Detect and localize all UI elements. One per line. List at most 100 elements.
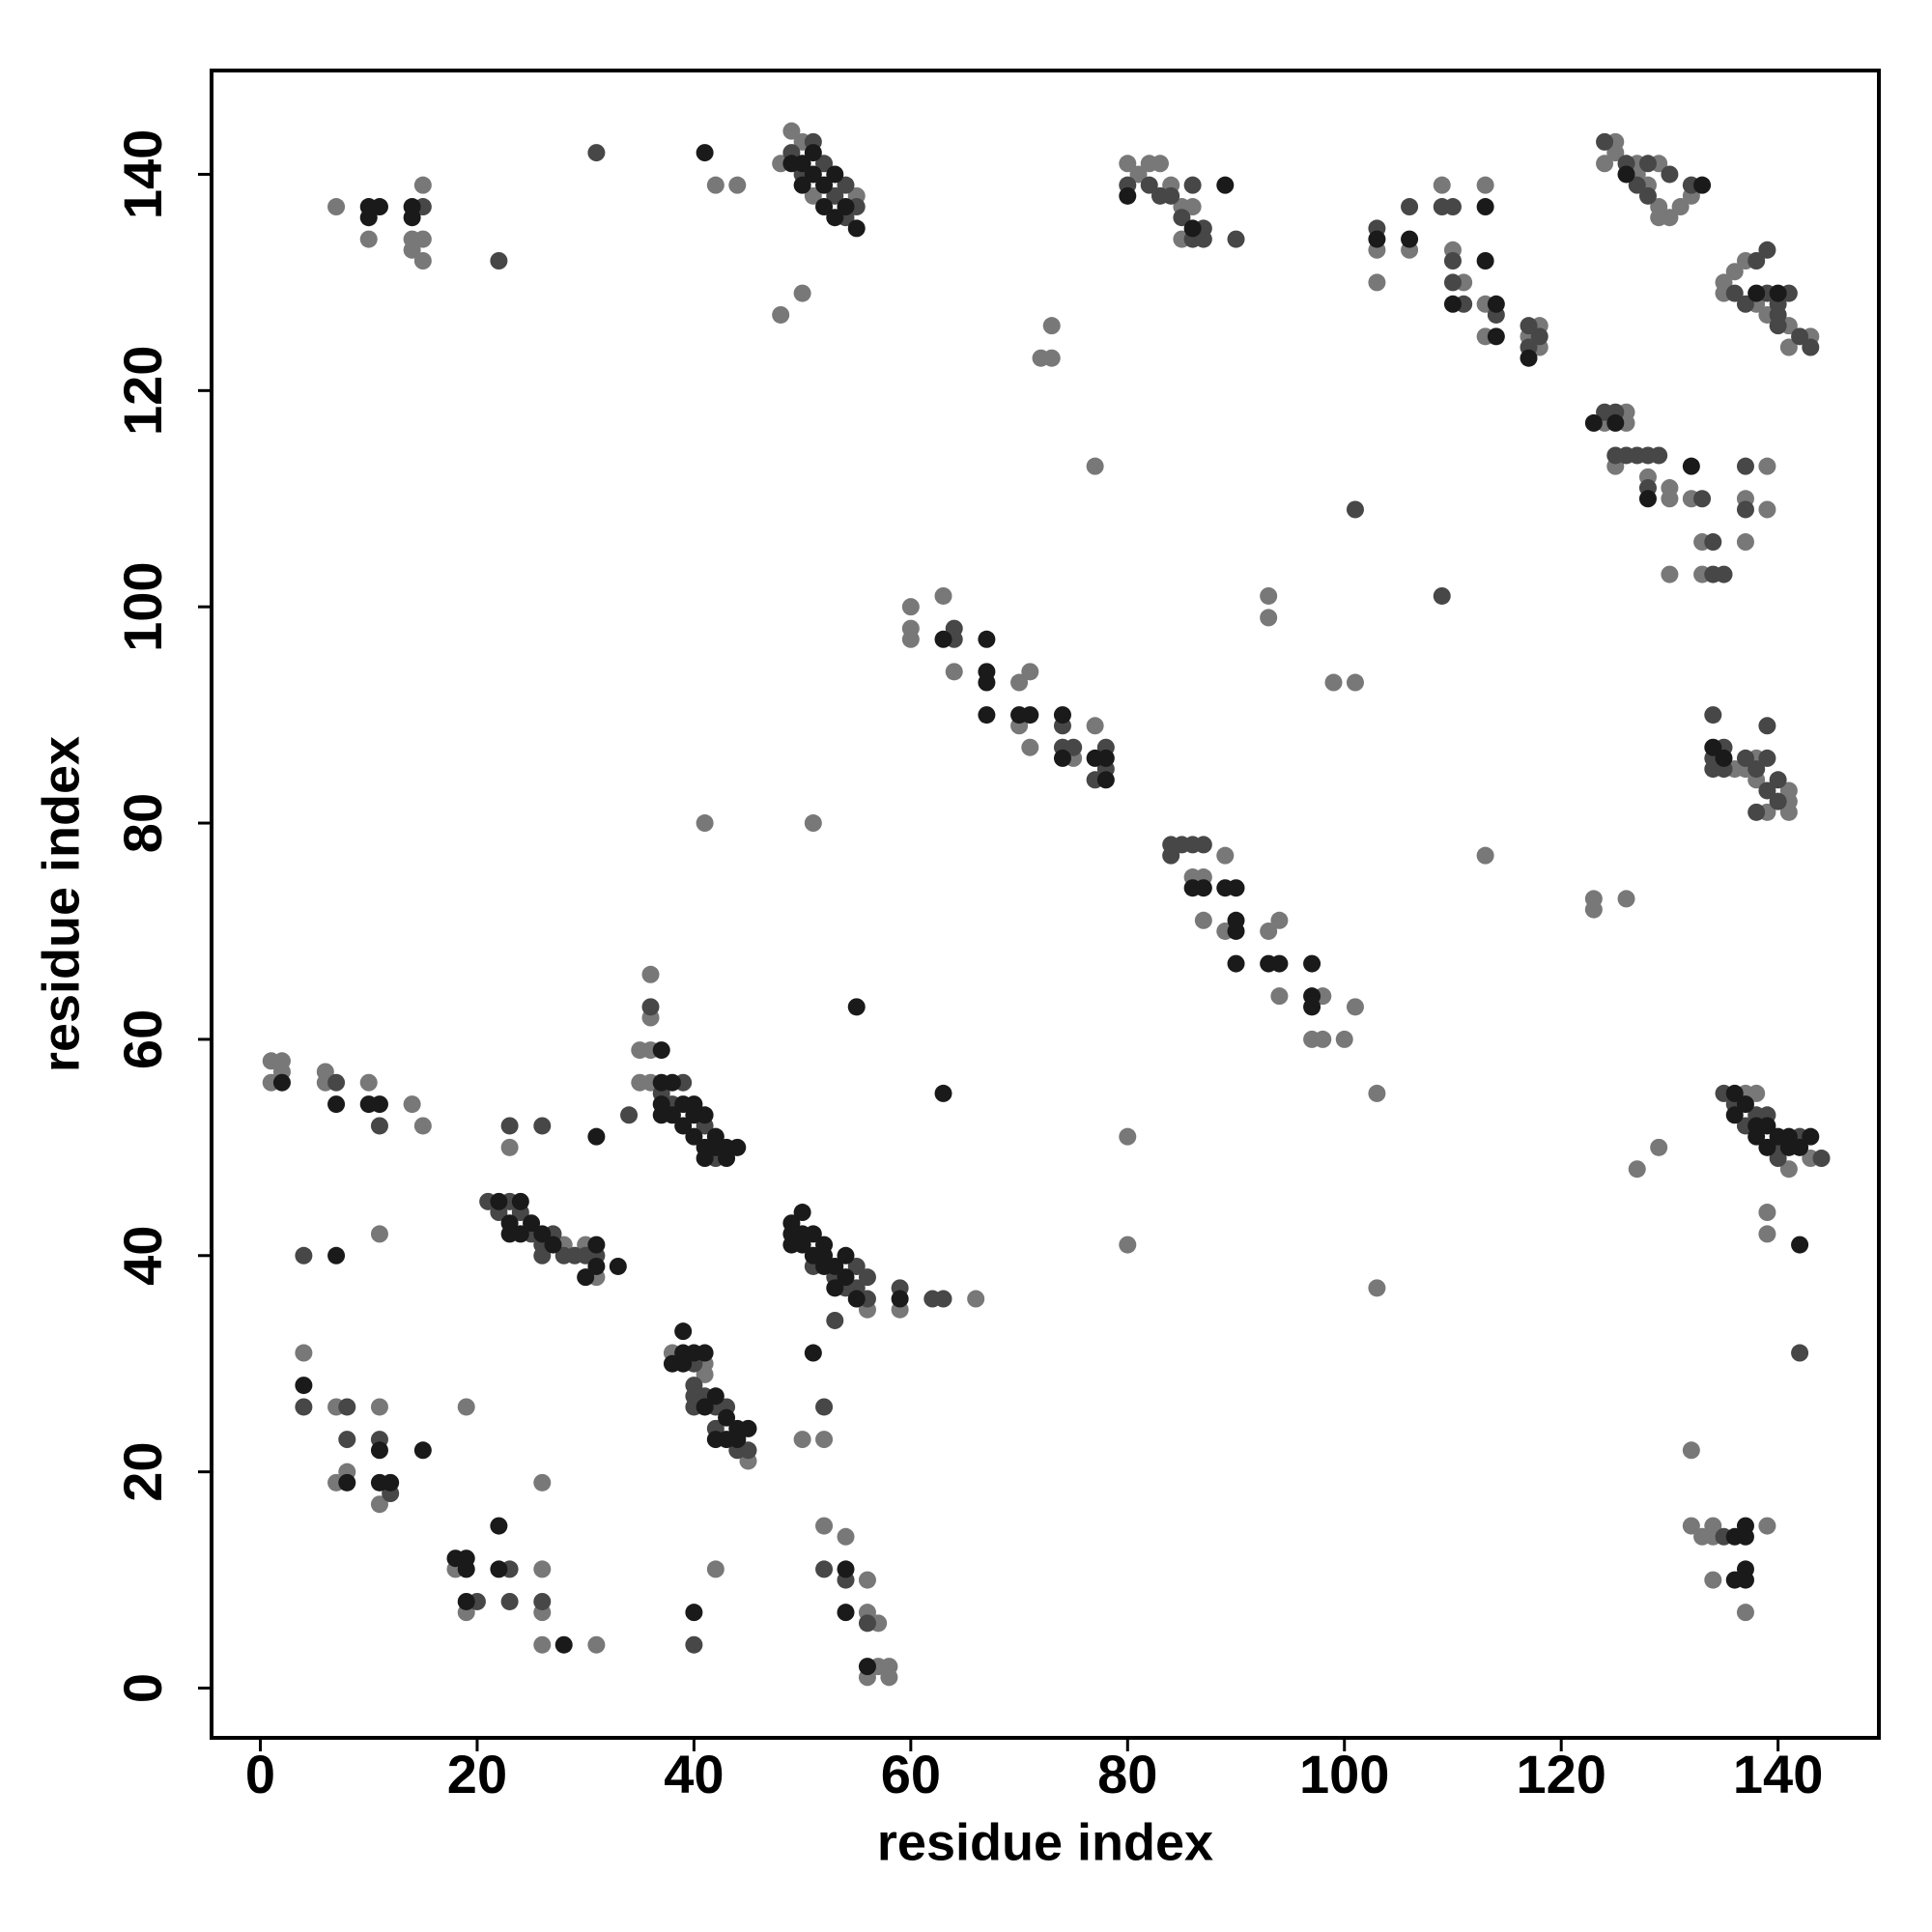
point: [1628, 176, 1646, 194]
point: [696, 814, 714, 833]
point: [1617, 890, 1635, 908]
point: [1747, 1084, 1766, 1102]
point: [815, 1517, 834, 1535]
point: [359, 209, 378, 227]
point: [663, 1073, 681, 1092]
point: [587, 144, 606, 162]
point: [413, 252, 432, 270]
point: [815, 1560, 834, 1578]
point: [837, 1246, 855, 1264]
point: [1053, 749, 1071, 767]
point: [1021, 706, 1039, 724]
point: [500, 1117, 519, 1135]
point: [782, 122, 801, 140]
point: [511, 1192, 529, 1210]
point: [1476, 252, 1494, 270]
point: [837, 1268, 855, 1287]
point: [1725, 1106, 1744, 1124]
point: [1119, 1127, 1137, 1146]
point: [1162, 186, 1180, 205]
point: [1065, 738, 1083, 756]
point: [1779, 803, 1798, 821]
point: [978, 630, 996, 648]
point: [804, 144, 822, 162]
point: [1216, 176, 1235, 194]
point: [674, 1322, 693, 1341]
point: [1314, 1030, 1332, 1048]
point: [804, 1225, 822, 1243]
point: [403, 241, 421, 259]
point: [815, 176, 834, 194]
point: [858, 1268, 876, 1287]
point: [1671, 198, 1690, 216]
point: [858, 1658, 876, 1676]
point: [847, 1290, 866, 1308]
point: [457, 1592, 475, 1610]
point: [934, 1290, 952, 1308]
point: [1119, 186, 1137, 205]
point: [1736, 295, 1754, 313]
point: [1520, 349, 1538, 367]
point: [1346, 998, 1364, 1016]
point: [1758, 457, 1776, 475]
point: [1715, 565, 1733, 583]
point: [793, 176, 811, 194]
point: [327, 1246, 346, 1264]
point: [1270, 911, 1289, 929]
point: [696, 1365, 714, 1383]
point: [826, 165, 844, 184]
point: [1042, 349, 1061, 367]
point: [804, 186, 822, 205]
point: [804, 165, 822, 184]
point: [1443, 198, 1462, 216]
point: [1758, 781, 1776, 800]
point: [1715, 749, 1733, 767]
point: [1812, 1150, 1831, 1168]
point: [837, 176, 855, 194]
point: [533, 1560, 552, 1578]
point: [696, 1398, 714, 1416]
point: [457, 1398, 475, 1416]
point: [370, 1441, 388, 1460]
point: [1791, 1138, 1809, 1156]
point: [1758, 1225, 1776, 1243]
point: [577, 1268, 595, 1287]
point: [1270, 987, 1289, 1006]
point: [837, 1560, 855, 1578]
point: [1476, 198, 1494, 216]
y-axis-title: residue index: [32, 736, 90, 1072]
point: [1769, 284, 1787, 302]
point: [1021, 663, 1039, 681]
point: [1682, 1517, 1700, 1535]
point: [446, 1549, 465, 1568]
point: [1476, 176, 1494, 194]
point: [490, 1560, 508, 1578]
point: [1140, 176, 1158, 194]
point: [1758, 749, 1776, 767]
point: [772, 305, 790, 324]
x-tick-label: 100: [1299, 1744, 1389, 1804]
point: [1791, 1236, 1809, 1254]
point: [1260, 586, 1278, 605]
point: [696, 1344, 714, 1362]
point: [728, 1431, 747, 1449]
point: [847, 998, 866, 1016]
point: [1758, 1517, 1776, 1535]
point: [1227, 879, 1245, 897]
point: [1693, 490, 1712, 508]
point: [1769, 792, 1787, 810]
point: [587, 1236, 606, 1254]
point: [631, 1041, 649, 1060]
point: [718, 1150, 736, 1168]
point: [1401, 198, 1419, 216]
point: [327, 1073, 346, 1092]
point: [554, 1635, 573, 1654]
point: [1368, 230, 1386, 248]
point: [804, 814, 822, 833]
point: [815, 155, 834, 173]
point: [728, 1138, 747, 1156]
point: [359, 230, 378, 248]
point: [1758, 500, 1776, 519]
x-tick-label: 20: [447, 1744, 507, 1804]
